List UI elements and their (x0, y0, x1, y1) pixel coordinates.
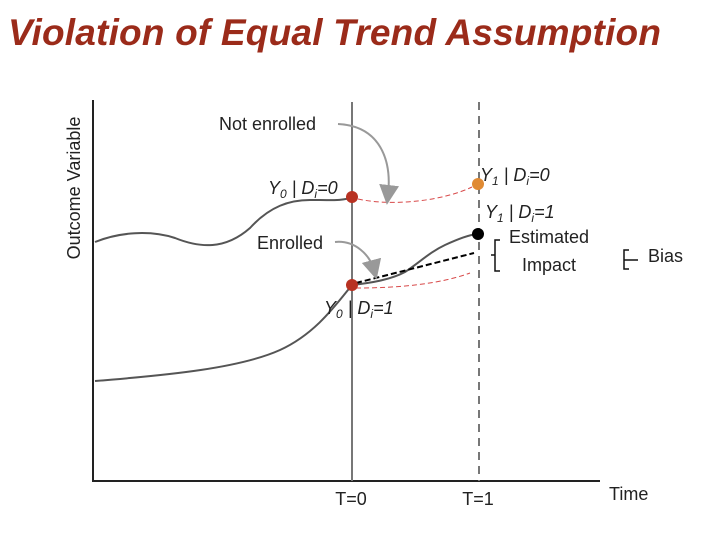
not-enrolled-label: Not enrolled (219, 114, 316, 134)
label-y0-d1: Y0 | Di=1 (324, 298, 394, 321)
label-y0-d0: Y0 | Di=0 (268, 178, 338, 201)
point-y1-d0 (472, 178, 484, 190)
not-enrolled-arrow (337, 123, 400, 205)
t0-label: T=0 (335, 489, 367, 509)
point-y0-d0 (346, 191, 358, 203)
t1-label: T=1 (462, 489, 494, 509)
estimated-impact-label-1: Estimated (509, 227, 589, 247)
x-axis-label: Time (609, 484, 648, 504)
counterfactual-not-enrolled-dashed (357, 186, 473, 203)
enrolled-label: Enrolled (257, 233, 323, 253)
bias-label: Bias (648, 246, 683, 266)
point-y1-d1 (472, 228, 484, 240)
enrolled-arrow (334, 240, 382, 280)
counterfactual-enrolled-dashed (355, 272, 471, 289)
label-y1-d1: Y1 | Di=1 (485, 202, 555, 225)
not-enrolled-curve (94, 196, 353, 247)
estimated-impact-bracket (491, 239, 500, 272)
enrolled-curve (94, 233, 478, 382)
page-title: Violation of Equal Trend Assumption (8, 12, 662, 53)
label-y1-d0: Y1 | Di=0 (480, 165, 550, 188)
y-axis-label: Outcome Variable (64, 117, 84, 260)
bias-bracket (623, 249, 638, 270)
point-y0-d1 (346, 279, 358, 291)
estimated-impact-label-2: Impact (522, 255, 576, 275)
